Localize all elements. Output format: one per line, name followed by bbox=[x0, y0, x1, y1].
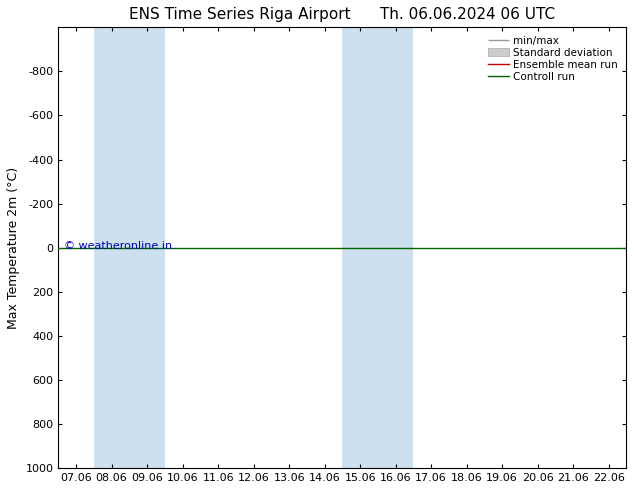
Y-axis label: Max Temperature 2m (°C): Max Temperature 2m (°C) bbox=[7, 167, 20, 329]
Bar bbox=[342, 27, 413, 468]
Legend: min/max, Standard deviation, Ensemble mean run, Controll run: min/max, Standard deviation, Ensemble me… bbox=[485, 32, 621, 85]
Title: ENS Time Series Riga Airport      Th. 06.06.2024 06 UTC: ENS Time Series Riga Airport Th. 06.06.2… bbox=[129, 7, 555, 22]
Bar bbox=[94, 27, 165, 468]
Text: © weatheronline.in: © weatheronline.in bbox=[64, 241, 172, 250]
